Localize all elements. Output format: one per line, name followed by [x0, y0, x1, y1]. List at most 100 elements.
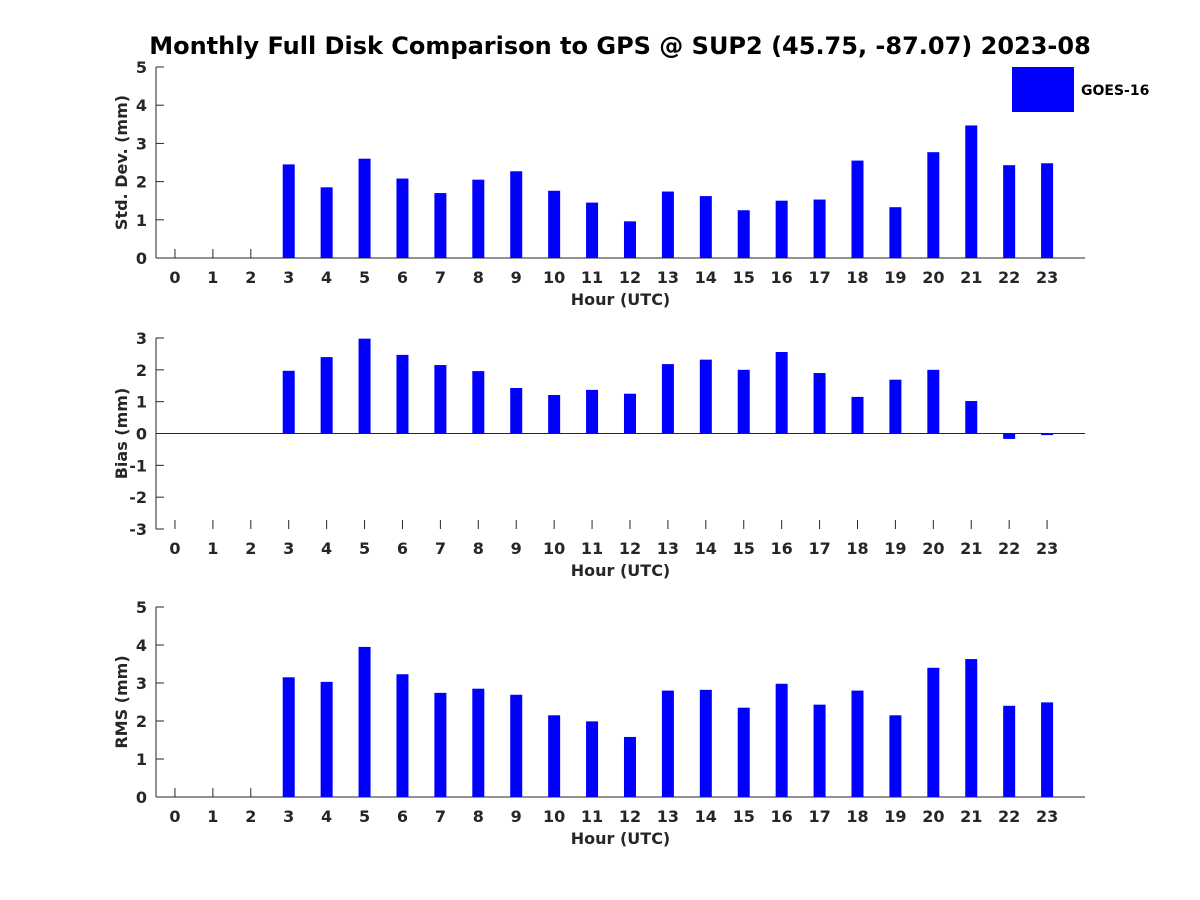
bias-bar-hour-3 — [282, 370, 295, 434]
bias-y-tick-label: 0 — [136, 425, 147, 444]
std-dev-x-tick-label: 10 — [543, 268, 565, 287]
std-dev-bar-hour-16 — [775, 200, 788, 258]
rms-bar-hour-11 — [586, 721, 599, 797]
std-dev-bar-hour-5 — [358, 158, 371, 258]
rms-bar-hour-15 — [737, 707, 750, 797]
bias-x-tick-label: 19 — [884, 539, 906, 558]
std-dev-x-tick-label: 1 — [207, 268, 218, 287]
rms-bar-hour-19 — [889, 715, 902, 797]
rms-x-tick-label: 5 — [359, 807, 370, 826]
bias-bar-hour-16 — [775, 352, 788, 434]
std-dev-bar-hour-4 — [320, 187, 333, 258]
bias-bar-hour-11 — [586, 389, 599, 434]
rms-y-axis-label: RMS (mm) — [112, 655, 131, 748]
std-dev-y-tick-label: 2 — [136, 173, 147, 192]
bias-x-tick-label: 9 — [511, 539, 522, 558]
bias-bar-hour-14 — [699, 359, 712, 434]
rms-x-tick-label: 0 — [169, 807, 180, 826]
bias-x-tick-label: 0 — [169, 539, 180, 558]
bias-x-tick-label: 3 — [283, 539, 294, 558]
bias-y-tick-label: 3 — [136, 329, 147, 348]
std-dev-bar-hour-7 — [434, 193, 447, 258]
bias-x-tick-label: 5 — [359, 539, 370, 558]
rms-x-tick-label: 13 — [657, 807, 679, 826]
std-dev-x-tick-label: 23 — [1036, 268, 1058, 287]
std-dev-x-tick-label: 12 — [619, 268, 641, 287]
rms-bar-hour-3 — [282, 677, 295, 797]
bias-bar-hour-23 — [1041, 433, 1054, 436]
rms-x-tick-label: 20 — [922, 807, 944, 826]
std-dev-bar-hour-15 — [737, 210, 750, 258]
rms-bar-hour-16 — [775, 683, 788, 797]
bias-x-tick-label: 1 — [207, 539, 218, 558]
std-dev-x-tick-label: 17 — [808, 268, 830, 287]
std-dev-y-tick-label: 5 — [136, 58, 147, 77]
std-dev-bar-hour-19 — [889, 207, 902, 258]
rms-x-tick-label: 9 — [511, 807, 522, 826]
rms-y-tick-label: 2 — [136, 712, 147, 731]
rms-x-tick-label: 6 — [397, 807, 408, 826]
rms-y-tick-label: 1 — [136, 750, 147, 769]
rms-x-tick-label: 18 — [846, 807, 868, 826]
bias-bar-hour-10 — [548, 394, 561, 434]
bias-x-tick-label: 20 — [922, 539, 944, 558]
bias-x-tick-label: 11 — [581, 539, 603, 558]
rms-x-axis-label: Hour (UTC) — [571, 829, 671, 848]
rms-x-tick-label: 3 — [283, 807, 294, 826]
rms-x-tick-label: 11 — [581, 807, 603, 826]
bias-bar-hour-12 — [623, 393, 636, 434]
rms-bar-hour-14 — [699, 689, 712, 797]
bias-bar-hour-18 — [851, 396, 864, 434]
rms-x-tick-label: 12 — [619, 807, 641, 826]
rms-bar-hour-5 — [358, 646, 371, 797]
rms-x-tick-label: 22 — [998, 807, 1020, 826]
std-dev-y-tick-label: 3 — [136, 134, 147, 153]
rms-bar-hour-21 — [965, 659, 978, 797]
rms-y-tick-label: 4 — [136, 636, 147, 655]
legend: GOES-16 — [1012, 67, 1149, 112]
rms-x-tick-label: 19 — [884, 807, 906, 826]
std-dev-bar-hour-12 — [623, 221, 636, 258]
rms-x-tick-label: 21 — [960, 807, 982, 826]
std-dev-x-tick-label: 18 — [846, 268, 868, 287]
std-dev-x-tick-label: 7 — [435, 268, 446, 287]
bias-x-tick-label: 8 — [473, 539, 484, 558]
rms-bar-hour-22 — [1003, 705, 1016, 797]
rms-x-tick-label: 7 — [435, 807, 446, 826]
rms-y-tick-label: 5 — [136, 598, 147, 617]
std-dev-x-tick-label: 16 — [771, 268, 793, 287]
bias-bar-hour-15 — [737, 369, 750, 434]
std-dev-bar-hour-9 — [510, 171, 523, 258]
bias-bar-hour-22 — [1003, 433, 1016, 439]
std-dev-bar-hour-17 — [813, 199, 826, 258]
rms-bar-hour-4 — [320, 681, 333, 797]
std-dev-x-tick-label: 8 — [473, 268, 484, 287]
bias-x-tick-label: 13 — [657, 539, 679, 558]
rms-x-tick-label: 4 — [321, 807, 332, 826]
std-dev-bar-hour-8 — [472, 179, 485, 258]
legend-label-goes-16: GOES-16 — [1081, 83, 1149, 99]
std-dev-bar-hour-6 — [396, 178, 409, 258]
std-dev-x-tick-label: 4 — [321, 268, 332, 287]
bias-bar-hour-5 — [358, 338, 371, 434]
std-dev-bar-hour-11 — [586, 202, 599, 258]
rms-bar-hour-7 — [434, 692, 447, 797]
std-dev-x-tick-label: 22 — [998, 268, 1020, 287]
rms-bar-hour-13 — [661, 690, 674, 797]
rms-x-tick-label: 15 — [733, 807, 755, 826]
bias-bar-hour-8 — [472, 371, 485, 434]
std-dev-y-tick-label: 4 — [136, 96, 147, 115]
bias-y-tick-label: -1 — [129, 456, 147, 475]
bias-bar-hour-6 — [396, 354, 409, 434]
std-dev-x-tick-label: 5 — [359, 268, 370, 287]
std-dev-x-tick-label: 19 — [884, 268, 906, 287]
bias-x-tick-label: 17 — [808, 539, 830, 558]
rms-y-tick-label: 3 — [136, 674, 147, 693]
bias-x-tick-label: 12 — [619, 539, 641, 558]
rms-x-tick-label: 17 — [808, 807, 830, 826]
std-dev-bar-hour-21 — [965, 125, 978, 258]
legend-swatch-goes-16 — [1012, 67, 1074, 112]
std-dev-x-tick-label: 15 — [733, 268, 755, 287]
std-dev-x-axis-label: Hour (UTC) — [571, 290, 671, 309]
